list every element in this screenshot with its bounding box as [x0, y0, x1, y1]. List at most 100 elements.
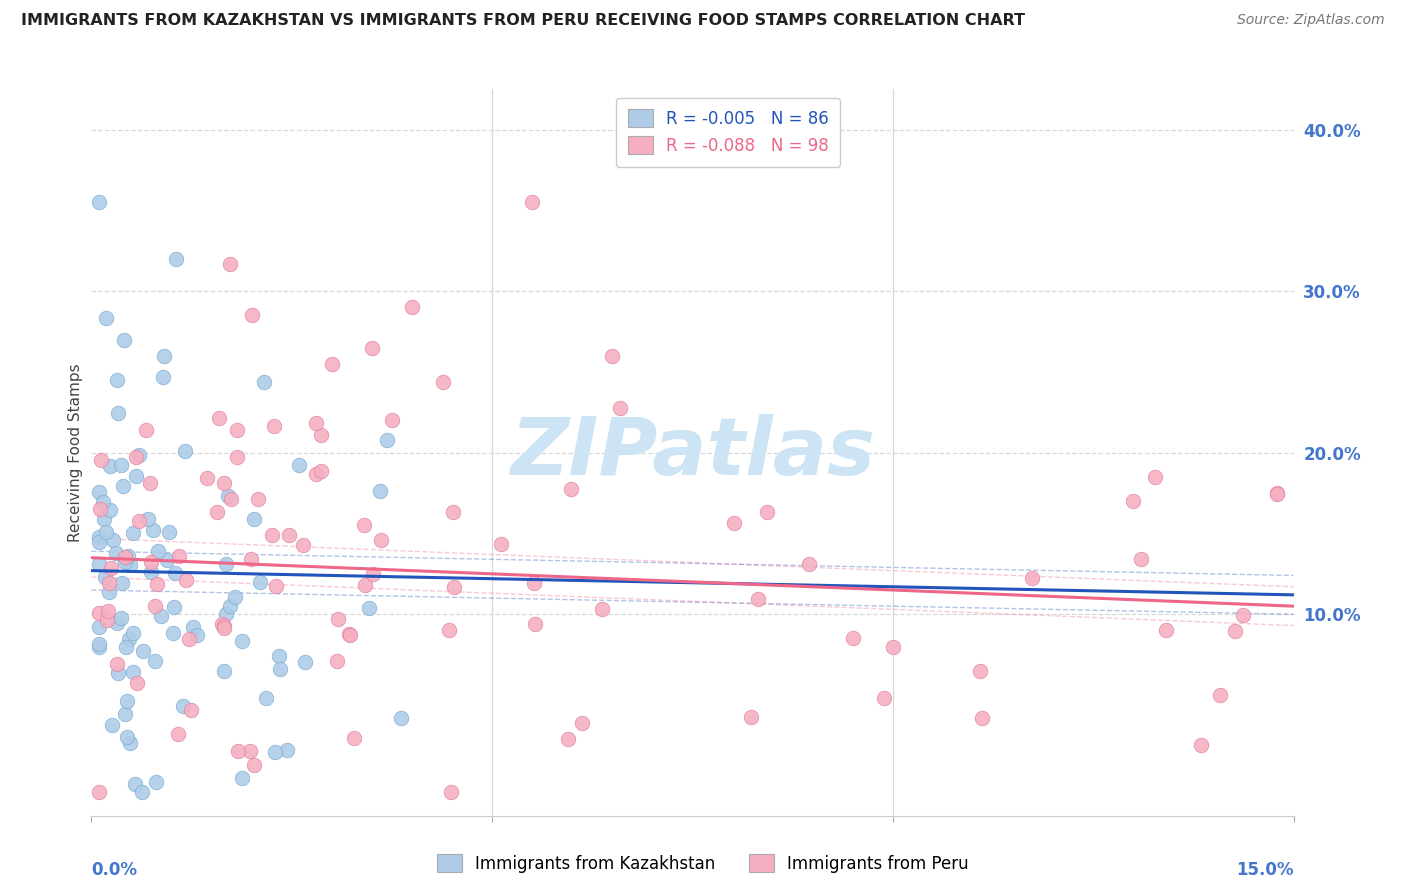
- Point: [89, 530, 111, 544]
- Point: [321, 357, 343, 371]
- Point: [254, 690, 277, 705]
- Point: [309, 428, 332, 442]
- Point: [167, 549, 190, 563]
- Y-axis label: Receiving Food Stamps: Receiving Food Stamps: [67, 363, 83, 542]
- Point: [1223, 624, 1246, 638]
- Point: [120, 558, 142, 572]
- Point: [217, 489, 239, 503]
- Point: [212, 622, 235, 636]
- Point: [305, 467, 328, 482]
- Point: [89, 195, 111, 210]
- Point: [215, 557, 238, 571]
- Point: [224, 591, 246, 605]
- Point: [1021, 571, 1043, 585]
- Point: [522, 195, 544, 210]
- Point: [125, 676, 148, 690]
- Point: [437, 623, 460, 637]
- Point: [111, 479, 134, 493]
- Point: [100, 458, 122, 473]
- Point: [1156, 623, 1178, 637]
- Point: [360, 341, 382, 355]
- Point: [96, 613, 118, 627]
- Point: [149, 608, 172, 623]
- Point: [152, 349, 174, 363]
- Point: [609, 401, 631, 415]
- Point: [107, 665, 129, 680]
- Point: [1129, 552, 1152, 566]
- Point: [94, 569, 117, 583]
- Text: IMMIGRANTS FROM KAZAKHSTAN VS IMMIGRANTS FROM PERU RECEIVING FOOD STAMPS CORRELA: IMMIGRANTS FROM KAZAKHSTAN VS IMMIGRANTS…: [21, 13, 1025, 29]
- Point: [226, 744, 249, 758]
- Point: [211, 617, 233, 632]
- Point: [560, 482, 582, 496]
- Point: [91, 495, 114, 509]
- Point: [114, 706, 136, 721]
- Point: [117, 694, 139, 708]
- Point: [354, 578, 377, 592]
- Point: [143, 599, 166, 613]
- Point: [361, 566, 384, 581]
- Point: [122, 665, 145, 679]
- Point: [115, 640, 138, 655]
- Point: [89, 534, 111, 549]
- Point: [264, 745, 287, 759]
- Point: [162, 600, 184, 615]
- Point: [117, 549, 139, 564]
- Point: [131, 785, 153, 799]
- Point: [269, 662, 291, 676]
- Point: [172, 699, 194, 714]
- Point: [1143, 469, 1166, 483]
- Point: [343, 731, 366, 745]
- Point: [747, 591, 769, 606]
- Point: [591, 601, 613, 615]
- Point: [156, 553, 179, 567]
- Point: [266, 580, 288, 594]
- Point: [135, 423, 157, 437]
- Point: [326, 612, 349, 626]
- Point: [89, 557, 111, 571]
- Point: [195, 471, 218, 485]
- Point: [141, 565, 163, 579]
- Point: [100, 561, 122, 575]
- Point: [166, 727, 188, 741]
- Point: [1267, 486, 1289, 500]
- Point: [105, 615, 128, 630]
- Point: [89, 620, 111, 634]
- Point: [139, 555, 162, 569]
- Point: [339, 628, 361, 642]
- Point: [375, 434, 398, 448]
- Point: [125, 469, 148, 483]
- Point: [128, 448, 150, 462]
- Point: [98, 503, 121, 517]
- Point: [89, 501, 111, 516]
- Legend: R = -0.005   N = 86, R = -0.088   N = 98: R = -0.005 N = 86, R = -0.088 N = 98: [616, 97, 841, 167]
- Point: [142, 523, 165, 537]
- Point: [107, 406, 129, 420]
- Point: [219, 599, 242, 614]
- Point: [97, 584, 120, 599]
- Point: [94, 311, 117, 326]
- Point: [114, 550, 136, 565]
- Point: [162, 626, 184, 640]
- Point: [401, 301, 423, 315]
- Point: [253, 375, 276, 389]
- Point: [873, 690, 896, 705]
- Point: [145, 774, 167, 789]
- Point: [180, 703, 202, 717]
- Point: [174, 573, 197, 587]
- Text: 0.0%: 0.0%: [91, 862, 138, 880]
- Point: [309, 464, 332, 478]
- Point: [120, 736, 142, 750]
- Point: [89, 607, 111, 621]
- Point: [143, 654, 166, 668]
- Point: [157, 525, 180, 540]
- Point: [755, 505, 778, 519]
- Point: [440, 785, 463, 799]
- Point: [740, 709, 762, 723]
- Point: [105, 657, 128, 671]
- Point: [205, 505, 228, 519]
- Point: [89, 640, 111, 654]
- Point: [101, 718, 124, 732]
- Point: [1189, 738, 1212, 752]
- Point: [441, 505, 464, 519]
